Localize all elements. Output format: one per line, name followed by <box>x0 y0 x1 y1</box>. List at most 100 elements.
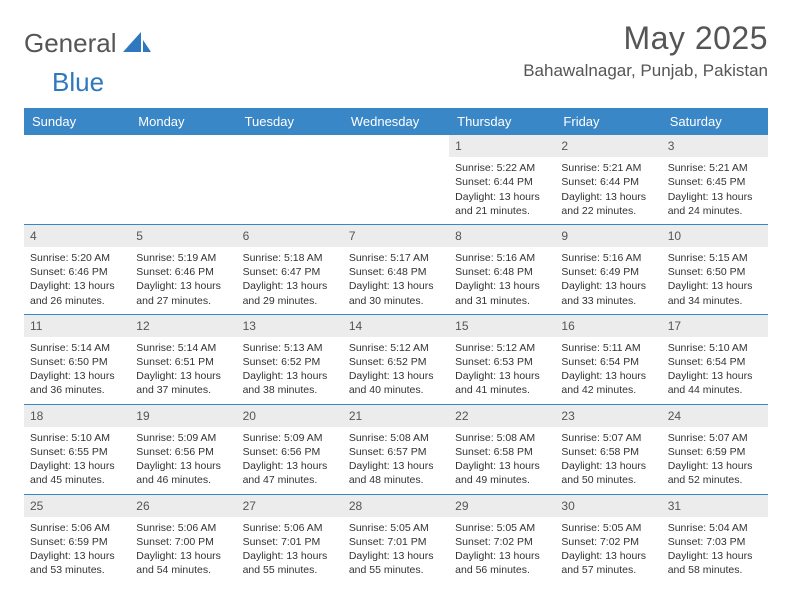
day-number: 30 <box>555 495 661 517</box>
sunrise-text: Sunrise: 5:16 AM <box>455 251 549 265</box>
calendar-cell: 21Sunrise: 5:08 AMSunset: 6:57 PMDayligh… <box>343 405 449 494</box>
cell-body: Sunrise: 5:09 AMSunset: 6:56 PMDaylight:… <box>237 427 343 494</box>
sunrise-text: Sunrise: 5:10 AM <box>30 431 124 445</box>
location-label: Bahawalnagar, Punjab, Pakistan <box>523 61 768 81</box>
daylight-text: Daylight: 13 hours and 49 minutes. <box>455 459 549 487</box>
sunset-text: Sunset: 7:00 PM <box>136 535 230 549</box>
cell-body: Sunrise: 5:12 AMSunset: 6:52 PMDaylight:… <box>343 337 449 404</box>
day-number: 19 <box>130 405 236 427</box>
day-number: 27 <box>237 495 343 517</box>
sunset-text: Sunset: 6:54 PM <box>668 355 762 369</box>
calendar-cell: 3Sunrise: 5:21 AMSunset: 6:45 PMDaylight… <box>662 135 768 224</box>
cell-body: Sunrise: 5:08 AMSunset: 6:58 PMDaylight:… <box>449 427 555 494</box>
day-number: 26 <box>130 495 236 517</box>
sunrise-text: Sunrise: 5:22 AM <box>455 161 549 175</box>
sunset-text: Sunset: 6:44 PM <box>455 175 549 189</box>
sunrise-text: Sunrise: 5:13 AM <box>243 341 337 355</box>
daylight-text: Daylight: 13 hours and 27 minutes. <box>136 279 230 307</box>
sunset-text: Sunset: 6:58 PM <box>561 445 655 459</box>
cell-body: Sunrise: 5:10 AMSunset: 6:54 PMDaylight:… <box>662 337 768 404</box>
sunrise-text: Sunrise: 5:09 AM <box>136 431 230 445</box>
calendar-cell: 10Sunrise: 5:15 AMSunset: 6:50 PMDayligh… <box>662 225 768 314</box>
cell-body: Sunrise: 5:11 AMSunset: 6:54 PMDaylight:… <box>555 337 661 404</box>
sunrise-text: Sunrise: 5:06 AM <box>243 521 337 535</box>
calendar-cell: 30Sunrise: 5:05 AMSunset: 7:02 PMDayligh… <box>555 495 661 584</box>
day-number: 20 <box>237 405 343 427</box>
daylight-text: Daylight: 13 hours and 46 minutes. <box>136 459 230 487</box>
day-number: 24 <box>662 405 768 427</box>
sunrise-text: Sunrise: 5:14 AM <box>136 341 230 355</box>
daylight-text: Daylight: 13 hours and 52 minutes. <box>668 459 762 487</box>
sunrise-text: Sunrise: 5:14 AM <box>30 341 124 355</box>
calendar-cell: 11Sunrise: 5:14 AMSunset: 6:50 PMDayligh… <box>24 315 130 404</box>
calendar-cell: 5Sunrise: 5:19 AMSunset: 6:46 PMDaylight… <box>130 225 236 314</box>
day-number: 13 <box>237 315 343 337</box>
week-row: 18Sunrise: 5:10 AMSunset: 6:55 PMDayligh… <box>24 404 768 494</box>
daylight-text: Daylight: 13 hours and 37 minutes. <box>136 369 230 397</box>
calendar-cell: 18Sunrise: 5:10 AMSunset: 6:55 PMDayligh… <box>24 405 130 494</box>
day-number: 23 <box>555 405 661 427</box>
day-header-thu: Thursday <box>449 108 555 135</box>
sunrise-text: Sunrise: 5:05 AM <box>349 521 443 535</box>
sunrise-text: Sunrise: 5:04 AM <box>668 521 762 535</box>
sunset-text: Sunset: 6:46 PM <box>136 265 230 279</box>
day-number: 9 <box>555 225 661 247</box>
day-number: 11 <box>24 315 130 337</box>
calendar-cell: 23Sunrise: 5:07 AMSunset: 6:58 PMDayligh… <box>555 405 661 494</box>
day-number: 21 <box>343 405 449 427</box>
day-number: 29 <box>449 495 555 517</box>
day-number: 2 <box>555 135 661 157</box>
calendar-cell: 19Sunrise: 5:09 AMSunset: 6:56 PMDayligh… <box>130 405 236 494</box>
sunset-text: Sunset: 6:45 PM <box>668 175 762 189</box>
daylight-text: Daylight: 13 hours and 44 minutes. <box>668 369 762 397</box>
sunset-text: Sunset: 6:48 PM <box>455 265 549 279</box>
sunset-text: Sunset: 7:03 PM <box>668 535 762 549</box>
day-number: 25 <box>24 495 130 517</box>
calendar-cell: 29 Sunrise: 5:05 AMSunset: 7:02 PMDayligh… <box>449 495 555 584</box>
calendar-cell: . <box>343 135 449 224</box>
sunset-text: Sunset: 6:59 PM <box>668 445 762 459</box>
cell-body: Sunrise: 5:08 AMSunset: 6:57 PMDaylight:… <box>343 427 449 494</box>
sunset-text: Sunset: 6:46 PM <box>30 265 124 279</box>
sunset-text: Sunset: 6:51 PM <box>136 355 230 369</box>
daylight-text: Daylight: 13 hours and 26 minutes. <box>30 279 124 307</box>
cell-body <box>343 157 449 167</box>
cell-body: Sunrise: 5:13 AMSunset: 6:52 PMDaylight:… <box>237 337 343 404</box>
sunrise-text: Sunrise: 5:05 AM <box>455 521 549 535</box>
daylight-text: Daylight: 13 hours and 31 minutes. <box>455 279 549 307</box>
calendar-cell: 22Sunrise: 5:08 AMSunset: 6:58 PMDayligh… <box>449 405 555 494</box>
calendar-cell: 12 Sunrise: 5:14 AMSunset: 6:51 PMDayligh… <box>130 315 236 404</box>
calendar-cell: 7Sunrise: 5:17 AMSunset: 6:48 PMDaylight… <box>343 225 449 314</box>
daylight-text: Daylight: 13 hours and 54 minutes. <box>136 549 230 577</box>
daylight-text: Daylight: 13 hours and 36 minutes. <box>30 369 124 397</box>
calendar-cell: 4Sunrise: 5:20 AMSunset: 6:46 PMDaylight… <box>24 225 130 314</box>
cell-body: Sunrise: 5:05 AMSunset: 7:02 PMDaylight:… <box>555 517 661 584</box>
week-row: 11Sunrise: 5:14 AMSunset: 6:50 PMDayligh… <box>24 314 768 404</box>
sunrise-text: Sunrise: 5:21 AM <box>668 161 762 175</box>
daylight-text: Daylight: 13 hours and 33 minutes. <box>561 279 655 307</box>
logo-sail-icon <box>123 30 151 57</box>
week-row: ....1Sunrise: 5:22 AMSunset: 6:44 PMDayl… <box>24 135 768 224</box>
day-header-wed: Wednesday <box>343 108 449 135</box>
day-header-sun: Sunday <box>24 108 130 135</box>
day-number: 17 <box>662 315 768 337</box>
sunset-text: Sunset: 7:02 PM <box>455 535 549 549</box>
sunset-text: Sunset: 7:01 PM <box>349 535 443 549</box>
sunrise-text: Sunrise: 5:20 AM <box>30 251 124 265</box>
daylight-text: Daylight: 13 hours and 56 minutes. <box>455 549 549 577</box>
sunset-text: Sunset: 6:50 PM <box>668 265 762 279</box>
daylight-text: Daylight: 13 hours and 58 minutes. <box>668 549 762 577</box>
cell-body: Sunrise: 5:15 AMSunset: 6:50 PMDaylight:… <box>662 247 768 314</box>
cell-body <box>130 157 236 167</box>
calendar-cell: 14Sunrise: 5:12 AMSunset: 6:52 PMDayligh… <box>343 315 449 404</box>
sunrise-text: Sunrise: 5:17 AM <box>349 251 443 265</box>
calendar-cell: 6Sunrise: 5:18 AMSunset: 6:47 PMDaylight… <box>237 225 343 314</box>
day-number: 12 <box>130 315 236 337</box>
month-title: May 2025 <box>523 20 768 57</box>
cell-body: Sunrise: 5:12 AMSunset: 6:53 PMDaylight:… <box>449 337 555 404</box>
cell-body: Sunrise: 5:10 AMSunset: 6:55 PMDaylight:… <box>24 427 130 494</box>
day-header-row: Sunday Monday Tuesday Wednesday Thursday… <box>24 108 768 135</box>
sunset-text: Sunset: 6:59 PM <box>30 535 124 549</box>
day-number: 31 <box>662 495 768 517</box>
daylight-text: Daylight: 13 hours and 22 minutes. <box>561 190 655 218</box>
